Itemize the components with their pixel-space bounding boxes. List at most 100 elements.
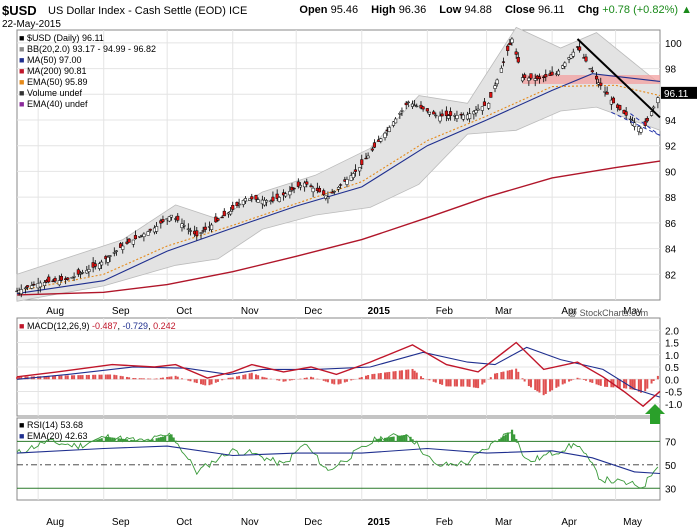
rsi-fill-segment bbox=[411, 439, 414, 442]
macd-legend: ■ MACD(12,26,9) -0.487, -0.729, 0.242 bbox=[19, 321, 176, 331]
macd-histogram-bar bbox=[54, 375, 57, 380]
price-bar-body bbox=[366, 155, 370, 159]
price-bar-body bbox=[434, 114, 438, 117]
macd-histogram-bar bbox=[508, 370, 511, 380]
price-bar-body bbox=[254, 195, 258, 200]
macd-histogram-bar bbox=[618, 379, 621, 388]
macd-histogram-bar bbox=[51, 375, 54, 380]
macd-histogram-bar bbox=[263, 377, 266, 380]
price-bar-body bbox=[584, 56, 588, 62]
price-bar-body bbox=[138, 236, 142, 238]
macd-histogram-bar bbox=[204, 379, 207, 386]
price-bar-body bbox=[42, 282, 47, 286]
price-bar-body bbox=[19, 289, 23, 295]
price-bar-body bbox=[26, 285, 30, 288]
price-bar-body bbox=[556, 70, 561, 75]
x-axis-label: Mar bbox=[495, 306, 513, 317]
macd-tick-label: 0.5 bbox=[665, 363, 679, 374]
macd-histogram-bar bbox=[466, 379, 469, 387]
price-bar-body bbox=[349, 175, 353, 181]
price-bar-body bbox=[148, 228, 152, 231]
price-bar-body bbox=[78, 273, 83, 275]
price-bar-body bbox=[444, 110, 448, 117]
price-bar-body bbox=[508, 42, 512, 46]
price-bar-body bbox=[628, 118, 632, 121]
price-bar-body bbox=[203, 226, 207, 230]
price-bar-body bbox=[649, 111, 654, 116]
rsi-fill-segment bbox=[405, 434, 408, 442]
price-tick-label: 86 bbox=[665, 219, 677, 230]
rsi-fill-segment bbox=[502, 435, 505, 442]
macd-histogram-bar bbox=[604, 379, 607, 387]
macd-histogram-bar bbox=[161, 377, 164, 380]
price-bar-body bbox=[427, 111, 432, 115]
rsi-fill-segment bbox=[170, 434, 173, 442]
legend-text: EMA(50) 95.89 bbox=[26, 77, 88, 87]
price-bar-body bbox=[131, 239, 135, 245]
macd-histogram-bar bbox=[149, 378, 152, 380]
legend-swatch: ■ bbox=[19, 44, 27, 54]
last-price-label: 96.11 bbox=[664, 89, 689, 100]
macd-histogram-bar bbox=[517, 371, 520, 380]
macd-line bbox=[16, 341, 661, 408]
macd-histogram-bar bbox=[229, 377, 232, 380]
macd-histogram-bar bbox=[66, 375, 69, 380]
macd-histogram-bar bbox=[155, 378, 158, 380]
macd-histogram-bar bbox=[563, 379, 566, 384]
macd-histogram-bar bbox=[339, 379, 342, 384]
rsi-fill-segment bbox=[510, 429, 514, 442]
rsi-fill-segment bbox=[157, 437, 160, 442]
price-bar-body bbox=[182, 225, 186, 227]
price-bar-body bbox=[493, 85, 497, 89]
macd-histogram-bar bbox=[489, 377, 492, 380]
rsi-fill-segment bbox=[168, 434, 171, 442]
macd-histogram-bar bbox=[631, 379, 634, 390]
macd-histogram-bar bbox=[350, 379, 353, 381]
price-bar-body bbox=[188, 230, 192, 232]
macd-histogram-bar bbox=[81, 375, 84, 380]
price-bar-body bbox=[550, 71, 554, 76]
macd-histogram-bar bbox=[104, 374, 107, 380]
macd-histogram-bar bbox=[125, 376, 128, 380]
macd-histogram-bar bbox=[529, 379, 532, 388]
series-ma50 bbox=[16, 73, 661, 295]
support-trendline bbox=[611, 111, 661, 136]
macd-histogram-bar bbox=[360, 377, 363, 380]
macd-histogram-bar bbox=[39, 376, 42, 380]
price-bar-body bbox=[38, 282, 42, 288]
price-bar-body bbox=[537, 76, 541, 80]
rsi-fill-segment bbox=[174, 440, 177, 442]
x-axis-label: Nov bbox=[241, 517, 259, 528]
price-bar-body bbox=[298, 185, 302, 188]
price-bar-body bbox=[542, 76, 546, 78]
legend-text: EMA(40) undef bbox=[26, 99, 88, 109]
price-bar-body bbox=[112, 252, 116, 254]
macd-histogram-bar bbox=[500, 372, 503, 380]
macd-histogram-bar bbox=[58, 375, 61, 380]
rsi-fill-segment bbox=[96, 439, 99, 442]
price-bar-body bbox=[248, 198, 252, 201]
price-bar-body bbox=[624, 111, 628, 116]
macd-histogram-bar bbox=[166, 376, 169, 380]
price-bar-body bbox=[167, 216, 171, 222]
x-axis-label: Sep bbox=[112, 517, 130, 528]
price-bar-body bbox=[499, 67, 503, 73]
macd-histogram-bar bbox=[20, 376, 23, 380]
instrument-title: US Dollar Index - Cash Settle (EOD) bbox=[48, 5, 226, 17]
macd-histogram-bar bbox=[47, 375, 50, 380]
legend-text: MA(50) 97.00 bbox=[26, 55, 82, 65]
rsi-fill-segment bbox=[384, 437, 387, 442]
macd-tick-label: -1.0 bbox=[665, 400, 683, 411]
macd-legend-swatch: ■ bbox=[19, 321, 25, 331]
macd-histogram-bar bbox=[555, 379, 558, 388]
macd-histogram-bar bbox=[231, 377, 234, 380]
macd-histogram-bar bbox=[290, 379, 293, 381]
x-axis-label: Oct bbox=[176, 306, 192, 317]
price-tick-label: 98 bbox=[665, 65, 677, 76]
rsi-fill-segment bbox=[100, 438, 103, 442]
macd-histogram-bar bbox=[284, 379, 287, 382]
macd-histogram-bar bbox=[288, 379, 291, 381]
macd-histogram-bar bbox=[43, 376, 46, 380]
rsi-fill-segment bbox=[396, 435, 399, 442]
downtrend-line bbox=[576, 38, 661, 119]
